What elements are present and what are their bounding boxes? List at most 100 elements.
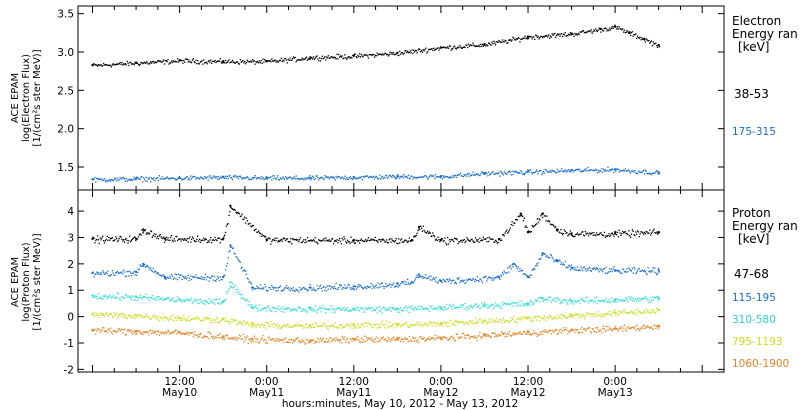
proton-point bbox=[623, 309, 626, 312]
proton-point bbox=[596, 267, 598, 269]
proton-point bbox=[520, 215, 522, 217]
proton-point bbox=[278, 287, 280, 289]
proton-point bbox=[528, 230, 530, 232]
proton-point bbox=[519, 268, 521, 270]
proton-point bbox=[109, 312, 111, 315]
proton-point bbox=[234, 284, 236, 286]
proton-point bbox=[606, 235, 608, 238]
electron-point bbox=[553, 170, 555, 172]
proton-point bbox=[248, 300, 250, 303]
proton-point bbox=[252, 287, 255, 289]
proton-point bbox=[339, 240, 342, 243]
proton-point bbox=[173, 277, 175, 279]
electron-point bbox=[511, 170, 513, 172]
electron-point bbox=[530, 171, 532, 174]
electron-point bbox=[184, 61, 186, 63]
proton-point bbox=[123, 297, 126, 299]
electron-point bbox=[98, 178, 100, 180]
proton-point bbox=[346, 286, 349, 288]
electron-point bbox=[413, 49, 415, 51]
proton-point bbox=[524, 331, 526, 333]
proton-point bbox=[513, 222, 515, 224]
proton-point bbox=[329, 285, 331, 287]
electron-point bbox=[390, 175, 392, 178]
proton-point bbox=[611, 330, 613, 332]
proton-point bbox=[655, 232, 657, 234]
proton-point bbox=[95, 239, 97, 241]
electron-point bbox=[581, 171, 583, 173]
electron-point bbox=[229, 174, 231, 177]
electron-point bbox=[375, 55, 377, 57]
proton-point bbox=[542, 300, 545, 302]
electron-point bbox=[631, 170, 633, 172]
proton-point bbox=[529, 319, 532, 321]
electron-point bbox=[563, 34, 565, 36]
proton-point bbox=[656, 231, 658, 233]
proton-point bbox=[252, 307, 255, 310]
proton-point bbox=[567, 235, 569, 237]
proton-point bbox=[114, 239, 116, 241]
proton-point bbox=[525, 333, 527, 335]
electron-point bbox=[434, 48, 437, 50]
proton-point bbox=[643, 311, 646, 313]
proton-point bbox=[412, 336, 414, 338]
proton-series-2-anchor-point bbox=[439, 279, 443, 283]
proton-series-4-anchor-point bbox=[396, 323, 399, 326]
electron-point bbox=[257, 177, 259, 179]
proton-point bbox=[337, 327, 339, 329]
electron-point bbox=[444, 175, 446, 177]
proton-point bbox=[189, 331, 191, 334]
electron-point bbox=[555, 171, 558, 174]
proton-point bbox=[373, 239, 376, 241]
proton-point bbox=[318, 239, 320, 241]
electron-point bbox=[461, 175, 464, 177]
electron-point bbox=[359, 176, 362, 179]
proton-point bbox=[187, 241, 189, 243]
proton-point bbox=[151, 316, 153, 318]
electron-point bbox=[611, 25, 613, 28]
electron-point bbox=[274, 177, 276, 179]
proton-point bbox=[196, 300, 198, 302]
electron-point bbox=[430, 174, 432, 176]
proton-point bbox=[409, 306, 411, 308]
proton-point bbox=[592, 234, 594, 236]
proton-point bbox=[625, 327, 627, 329]
proton-point bbox=[289, 326, 291, 329]
proton-point bbox=[248, 281, 250, 283]
proton-point bbox=[112, 294, 114, 296]
proton-point bbox=[629, 268, 631, 271]
electron-point bbox=[616, 168, 618, 170]
proton-point bbox=[612, 268, 614, 270]
electron-point bbox=[167, 177, 169, 179]
proton-point bbox=[430, 323, 432, 325]
electron-point bbox=[137, 63, 140, 66]
proton-point bbox=[206, 316, 208, 319]
proton-point bbox=[447, 307, 450, 309]
proton-point bbox=[586, 268, 588, 270]
electron-point bbox=[355, 56, 357, 58]
proton-point bbox=[172, 319, 174, 321]
electron-point bbox=[429, 175, 431, 177]
electron-point bbox=[527, 169, 529, 171]
proton-point bbox=[287, 240, 289, 243]
electron-point bbox=[305, 57, 307, 59]
electron-point bbox=[272, 60, 275, 62]
electron-point bbox=[649, 172, 651, 174]
proton-point bbox=[373, 309, 375, 311]
electron-point bbox=[97, 178, 99, 180]
proton-point bbox=[217, 334, 220, 336]
proton-point bbox=[258, 287, 261, 289]
proton-point bbox=[552, 331, 554, 333]
proton-point bbox=[147, 316, 149, 318]
electron-point bbox=[324, 56, 326, 58]
proton-point bbox=[199, 320, 201, 322]
proton-point bbox=[209, 317, 211, 320]
proton-point bbox=[241, 293, 243, 296]
proton-point bbox=[249, 323, 251, 326]
proton-point bbox=[546, 254, 548, 257]
proton-point bbox=[646, 325, 648, 327]
proton-point bbox=[555, 226, 557, 228]
proton-point bbox=[597, 329, 599, 331]
proton-point bbox=[619, 300, 621, 302]
electron-point bbox=[654, 172, 656, 174]
